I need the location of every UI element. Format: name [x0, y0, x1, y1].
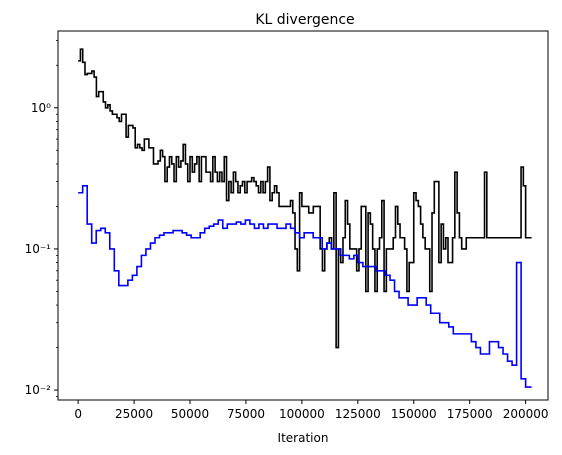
- x-tick-label: 50000: [171, 407, 209, 421]
- y-axis-ticks: 10⁻² 10⁻¹ 10⁰: [25, 40, 58, 397]
- series-line-1: [78, 185, 532, 388]
- x-tick-label: 175000: [447, 407, 493, 421]
- x-tick-label: 200000: [503, 407, 549, 421]
- y-tick-label: 10⁻²: [25, 383, 52, 397]
- y-tick-label: 10⁰: [31, 101, 51, 115]
- series-layer: [78, 48, 532, 388]
- x-tick-label: 0: [74, 407, 82, 421]
- x-tick-label: 25000: [115, 407, 153, 421]
- x-axis-ticks: 0 25000 50000 75000 100000 125000 150000 175000…: [74, 400, 549, 421]
- series-line-0: [78, 48, 532, 349]
- y-tick-label: 10⁻¹: [25, 242, 52, 256]
- x-tick-label: 75000: [227, 407, 265, 421]
- x-tick-label: 100000: [279, 407, 325, 421]
- chart-title: KL divergence: [255, 12, 354, 28]
- x-axis-label: Iteration: [278, 431, 329, 445]
- x-tick-label: 150000: [391, 407, 437, 421]
- plot-frame: [57, 30, 549, 401]
- x-tick-label: 125000: [335, 407, 381, 421]
